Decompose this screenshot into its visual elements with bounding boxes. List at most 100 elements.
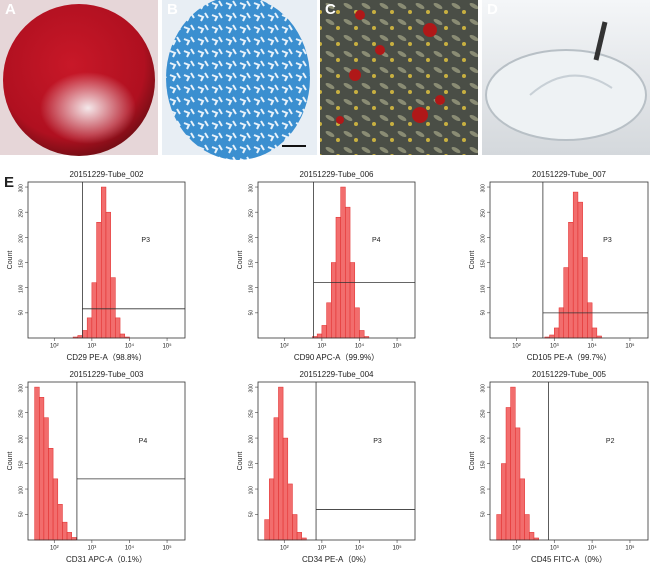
histogram-bar [52,478,59,541]
y-tick-label: 50 [18,511,24,517]
y-tick-label: 250 [248,209,254,218]
histogram-bar [57,504,63,541]
chart-title: 20151229-Tube_002 [70,170,145,179]
histogram-bar [335,216,341,339]
y-tick-label: 100 [248,486,254,495]
x-tick-label: 10³ [318,546,327,552]
histogram-bar [269,478,275,541]
histogram-bar [48,448,54,541]
x-tick-label: 10⁴ [125,545,135,552]
x-axis-label: CD45 FITC-A（0%） [531,555,607,564]
histogram-bar [563,267,569,339]
histogram-bar [96,222,102,339]
y-tick-label: 50 [480,511,486,517]
y-tick-label: 150 [18,460,24,469]
y-tick-label: 100 [18,486,24,495]
y-axis-label: Count [7,452,14,471]
x-tick-label: 10² [512,546,521,552]
histogram-bar [331,262,337,339]
x-tick-label: 10⁴ [587,343,597,350]
histogram-bar [591,327,598,339]
y-axis-label: Count [469,452,476,471]
plot-frame [257,381,416,541]
histogram-bar [101,186,107,339]
y-tick-label: 250 [18,209,24,218]
x-axis-label: CD105 PE-A（99.7%） [527,353,611,362]
y-tick-label: 250 [18,409,24,418]
histogram-bar [287,483,293,541]
y-tick-label: 100 [18,284,24,293]
histogram-bar [568,222,574,339]
x-tick-label: 10⁵ [162,343,172,350]
x-tick-label: 10² [280,546,289,552]
histogram-bar [86,317,93,339]
histogram-bar [278,386,284,541]
y-axis-label: Count [7,251,14,270]
plot-frame [489,381,649,541]
histogram-bar [273,417,279,541]
y-tick-label: 150 [480,460,486,469]
y-tick-label: 250 [480,409,486,418]
x-tick-label: 10⁴ [355,545,365,552]
histogram-bar [519,478,525,541]
chart-title: 20151229-Tube_003 [70,370,145,379]
plot-frame [27,181,186,339]
y-tick-label: 300 [248,184,254,193]
dish-d [485,49,647,141]
y-tick-label: 200 [480,435,486,444]
y-tick-label: 250 [248,409,254,418]
histogram-bar [349,262,356,339]
histogram-bar [587,302,593,339]
tweezers [593,21,608,61]
gate-label: P2 [606,438,615,445]
histogram-bar [326,302,332,339]
y-tick-label: 150 [480,259,486,268]
histogram-bar [354,307,360,339]
panel-label: E [4,174,14,191]
y-tick-label: 300 [248,384,254,393]
y-tick-label: 300 [18,384,24,393]
y-tick-label: 300 [480,184,486,193]
chart-title: 20151229-Tube_007 [532,170,607,179]
panel-label: A [5,1,16,18]
histogram-bar [316,333,323,339]
histogram-bar [549,334,555,339]
y-tick-label: 150 [248,460,254,469]
y-tick-label: 300 [18,184,24,193]
y-tick-label: 200 [248,234,254,243]
x-axis-label: CD90 APC-A（99.9%） [294,353,379,362]
histogram-bar [321,325,327,339]
lipid-cells [336,10,445,124]
gate-label: P4 [372,237,381,244]
chart-title: 20151229-Tube_004 [300,370,375,379]
tissue-b [166,0,310,160]
histogram-bar [119,333,126,339]
panel-label: D [487,1,498,18]
x-tick-label: 10⁵ [625,343,635,350]
gate-label: P3 [141,237,150,244]
x-tick-label: 10² [512,344,521,350]
chart-title: 20151229-Tube_006 [300,170,375,179]
y-tick-label: 50 [248,310,254,316]
x-tick-label: 10³ [550,344,559,350]
histogram-bar [524,514,530,541]
y-tick-label: 100 [480,284,486,293]
y-tick-label: 200 [18,435,24,444]
plot-frame [257,181,416,339]
histogram-bar [345,206,351,339]
histogram-bar [582,257,588,339]
x-tick-label: 10² [280,344,289,350]
histogram-bar [359,330,365,339]
panel-label: B [167,1,178,18]
y-tick-label: 50 [248,511,254,517]
x-tick-label: 10⁵ [625,545,635,552]
histogram-bar [505,407,511,541]
histogram-bar [43,417,49,541]
x-tick-label: 10⁴ [587,545,597,552]
histogram-bar [296,532,302,541]
x-axis-label: CD34 PE-A（0%） [302,555,371,564]
x-axis-label: CD29 PE-A（98.8%） [66,353,146,362]
gate-label: P4 [139,438,148,445]
